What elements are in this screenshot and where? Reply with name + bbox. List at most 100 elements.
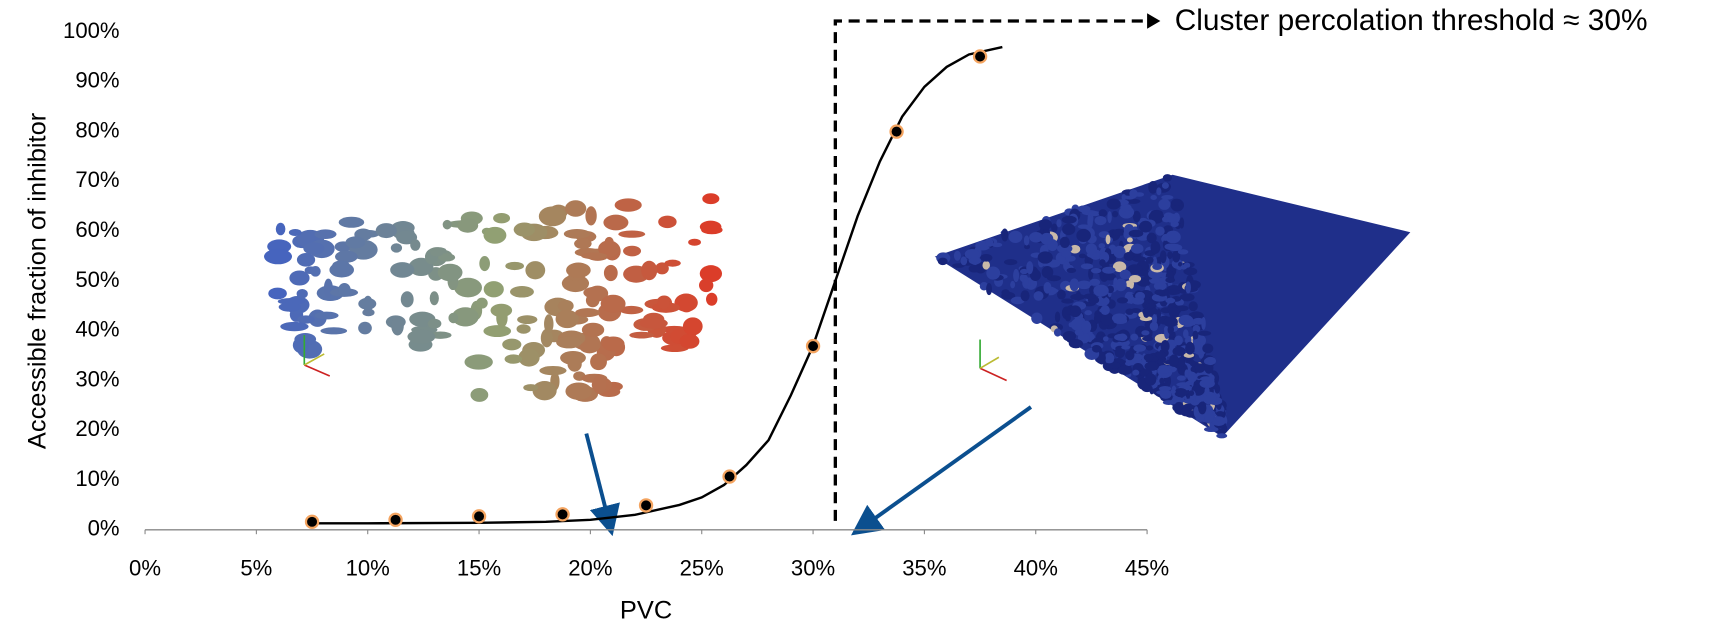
- blob: [1156, 187, 1161, 195]
- blob: [1166, 213, 1176, 222]
- blob: [1171, 199, 1181, 206]
- blob: [297, 289, 308, 299]
- blob: [702, 193, 719, 204]
- blob: [585, 206, 596, 225]
- blob: [1125, 350, 1134, 360]
- blob: [438, 264, 463, 282]
- blob: [1185, 369, 1189, 377]
- threshold-arrowhead: [1147, 13, 1160, 28]
- blob: [391, 243, 402, 252]
- blob: [1194, 363, 1205, 373]
- blob: [1001, 229, 1008, 242]
- blob: [1174, 388, 1187, 397]
- blob: [1004, 259, 1017, 265]
- blob: [1145, 373, 1156, 385]
- data-point: [723, 470, 735, 482]
- blob: [1062, 223, 1075, 235]
- arrow: [857, 407, 1031, 531]
- blob: [293, 337, 309, 353]
- blob: [280, 322, 308, 331]
- blob: [1054, 328, 1061, 336]
- blob: [303, 242, 324, 254]
- blob: [688, 239, 701, 246]
- blob: [544, 314, 553, 333]
- blob: [1192, 331, 1198, 340]
- blob: [1132, 297, 1145, 304]
- blob: [1150, 241, 1160, 254]
- blob: [1145, 322, 1150, 327]
- y-tick-label: 90%: [75, 68, 119, 93]
- blob: [430, 291, 439, 305]
- blob: [320, 327, 347, 334]
- blob: [514, 222, 535, 236]
- blob: [1185, 342, 1195, 355]
- blob: [505, 262, 524, 270]
- x-tick-label: 40%: [1014, 555, 1058, 580]
- blob: [1133, 344, 1146, 351]
- blob: [1118, 365, 1133, 375]
- blob: [1191, 367, 1196, 372]
- blob: [314, 229, 336, 239]
- blob: [575, 308, 600, 317]
- data-point: [473, 510, 485, 522]
- blob: [679, 298, 694, 313]
- blob: [1216, 433, 1227, 438]
- blob: [1132, 256, 1146, 261]
- blob: [1162, 234, 1169, 241]
- blob: [1083, 293, 1096, 299]
- blob: [1125, 308, 1133, 314]
- blob: [1076, 280, 1091, 289]
- blob: [502, 339, 521, 351]
- blob: [1189, 301, 1198, 311]
- blob: [581, 252, 607, 259]
- blob: [1138, 270, 1150, 277]
- blob: [1107, 211, 1111, 223]
- y-tick-label: 0%: [88, 516, 120, 541]
- x-tick-label: 10%: [346, 555, 390, 580]
- blob: [1154, 289, 1164, 295]
- blob: [1100, 305, 1109, 315]
- blob: [430, 249, 443, 256]
- data-point: [807, 340, 819, 352]
- blob: [310, 266, 320, 277]
- data-point: [306, 516, 318, 528]
- blob: [1084, 310, 1092, 315]
- blob: [1184, 320, 1197, 326]
- blob: [1143, 309, 1150, 318]
- data-point: [640, 499, 652, 511]
- blob: [1161, 340, 1170, 352]
- blob: [1200, 379, 1215, 388]
- blob: [1202, 344, 1213, 354]
- y-tick-label: 50%: [75, 267, 119, 292]
- blob: [410, 239, 420, 251]
- blob: [986, 267, 1000, 280]
- blob: [1021, 290, 1030, 301]
- x-tick-label: 5%: [240, 555, 272, 580]
- blob: [1076, 229, 1091, 242]
- blob: [1121, 345, 1130, 349]
- blob: [470, 388, 488, 402]
- blob: [1156, 352, 1167, 358]
- blob: [683, 317, 703, 335]
- blob: [658, 297, 670, 309]
- blob: [1091, 268, 1101, 273]
- blob: [593, 375, 607, 394]
- blob: [1155, 226, 1164, 235]
- blob: [1141, 330, 1149, 335]
- blob: [1095, 216, 1107, 225]
- blob: [1065, 314, 1071, 321]
- blob: [1157, 365, 1170, 374]
- blob: [560, 351, 586, 365]
- blob: [391, 316, 404, 335]
- blob: [358, 298, 376, 310]
- blob: [401, 291, 414, 307]
- y-tick-label: 40%: [75, 317, 119, 342]
- blob: [1169, 355, 1179, 367]
- blob: [969, 265, 980, 273]
- blob: [1061, 251, 1071, 258]
- blob: [1127, 237, 1133, 242]
- blob: [1174, 335, 1183, 345]
- blob: [960, 256, 967, 265]
- blob: [1170, 389, 1175, 394]
- blob: [1216, 416, 1221, 421]
